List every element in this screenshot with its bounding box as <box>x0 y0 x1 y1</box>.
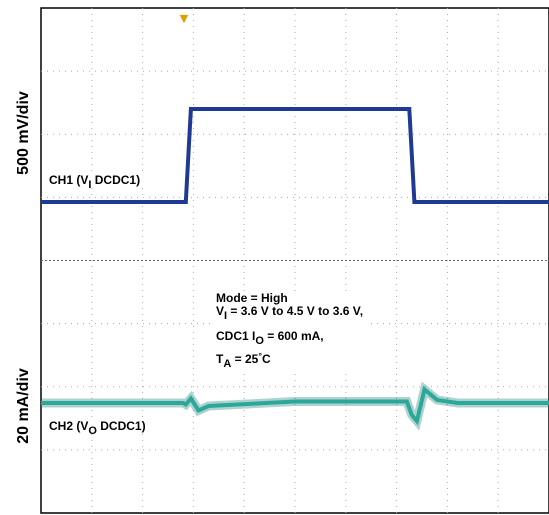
test-conditions-note: Mode = High VI = 3.6 V to 4.5 V to 3.6 V… <box>212 291 368 370</box>
trigger-marker: ▼ <box>180 12 189 25</box>
note-line-vi: VI = 3.6 V to 4.5 V to 3.6 V, <box>216 304 364 323</box>
y-axis-label-top: 500 mV/div <box>15 91 32 175</box>
ch2-label: CH2 (VO DCDC1) <box>46 418 149 437</box>
y-axis-label-bottom: 20 mA/div <box>15 368 32 444</box>
note-line-ta: TA = 25°C <box>216 351 271 370</box>
ch1-label: CH1 (VI DCDC1) <box>46 172 144 191</box>
note-line-mode: Mode = High <box>216 291 288 305</box>
note-line-io: CDC1 IO = 600 mA, <box>216 329 324 347</box>
ch2-trace <box>41 385 549 426</box>
ch1-trace <box>41 107 549 204</box>
